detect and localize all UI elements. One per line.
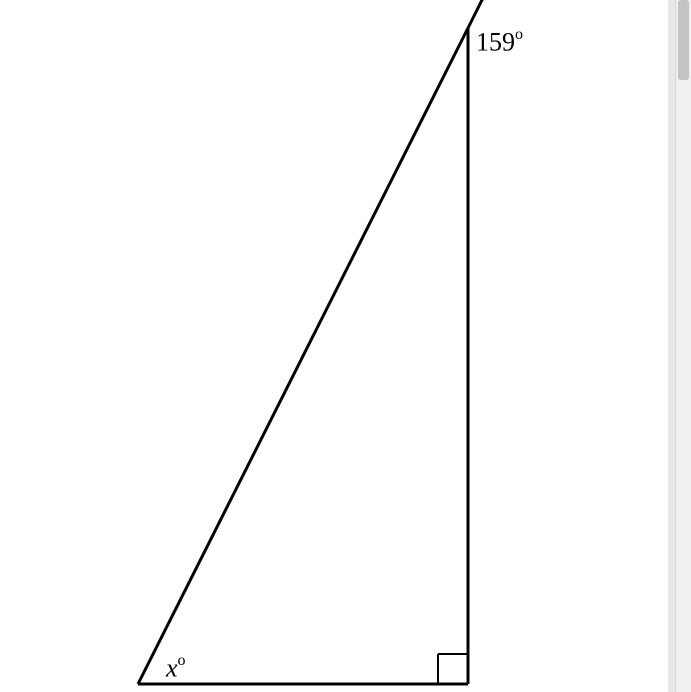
degree-symbol: o [178, 652, 186, 669]
exterior-angle-value: 159 [476, 28, 515, 57]
vertical-scrollbar-track[interactable] [675, 0, 691, 692]
exterior-angle-label: 159o [476, 29, 523, 56]
x-angle-label: xo [166, 655, 186, 682]
vertical-scrollbar-thumb[interactable] [678, 0, 689, 80]
triangle-diagram [0, 0, 668, 692]
page-canvas: 159o xo [0, 0, 668, 692]
degree-symbol: o [515, 26, 523, 43]
x-angle-value: x [166, 654, 178, 683]
